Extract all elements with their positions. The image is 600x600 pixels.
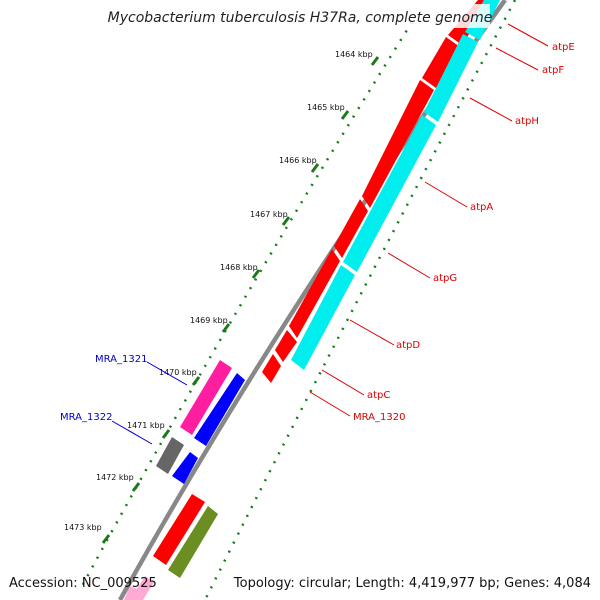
label-MRA_1320[interactable]: MRA_1320 xyxy=(353,412,405,423)
tick-label: 1464 kbp xyxy=(335,50,373,59)
tick-mark xyxy=(161,429,171,439)
label-atpG[interactable]: atpG xyxy=(433,273,457,284)
tick-mark xyxy=(191,376,201,386)
blue-leader-lines xyxy=(111,361,188,445)
tick-mark xyxy=(221,323,231,333)
major-ticks xyxy=(101,56,380,544)
tick-mark xyxy=(251,269,261,279)
gene-lower-red[interactable] xyxy=(153,494,205,565)
label-atpH[interactable]: atpH xyxy=(515,116,539,127)
gene-MRA_1322[interactable] xyxy=(156,437,184,474)
inner-tick-track xyxy=(203,0,517,600)
tick-label: 1468 kbp xyxy=(220,263,258,272)
map-title: Mycobacterium tuberculosis H37Ra, comple… xyxy=(108,10,493,26)
tick-label: 1472 kbp xyxy=(96,473,134,482)
gene-cyan-3[interactable] xyxy=(343,115,436,272)
red-leader-lines xyxy=(309,23,549,417)
tick-label: 1471 kbp xyxy=(127,421,165,430)
tick-mark xyxy=(310,163,320,173)
tick-label: 1469 kbp xyxy=(190,316,228,325)
label-atpA[interactable]: atpA xyxy=(470,202,493,213)
label-MRA_1322[interactable]: MRA_1322 xyxy=(60,412,112,423)
tick-label: 1465 kbp xyxy=(307,103,345,112)
tick-mark xyxy=(340,110,350,120)
gene-atpH[interactable] xyxy=(362,80,434,208)
gene-atpA[interactable] xyxy=(334,199,368,258)
gene-MRA_1322-blue[interactable] xyxy=(172,452,198,484)
tick-label: 1466 kbp xyxy=(279,156,317,165)
forward-strand-genes xyxy=(291,0,500,370)
gene-MRA_1321[interactable] xyxy=(180,360,232,435)
tick-labels: 1464 kbp 1465 kbp 1466 kbp 1467 kbp 1468… xyxy=(64,50,373,532)
gene-MRA_1321-blue[interactable] xyxy=(194,373,245,446)
label-atpD[interactable]: atpD xyxy=(396,340,420,351)
label-MRA_1321[interactable]: MRA_1321 xyxy=(95,354,147,365)
gene-lower-pink-2[interactable] xyxy=(124,586,140,600)
gene-atpD[interactable] xyxy=(275,330,297,362)
gene-atpC[interactable] xyxy=(262,354,281,383)
reverse-strand-genes xyxy=(262,0,491,383)
label-atpC[interactable]: atpC xyxy=(367,390,390,401)
genome-summary: Topology: circular; Length: 4,419,977 bp… xyxy=(233,576,591,591)
gene-lower-olive[interactable] xyxy=(168,506,218,578)
accession-text: Accession: NC_009525 xyxy=(9,576,157,591)
title-backing xyxy=(110,4,490,28)
label-atpE[interactable]: atpE xyxy=(552,42,575,53)
gene-cyan-4[interactable] xyxy=(291,265,355,370)
tick-mark xyxy=(370,56,380,66)
gene-cyan-2[interactable] xyxy=(424,34,478,122)
gene-atpG[interactable] xyxy=(289,249,340,338)
outer-tick-track xyxy=(78,21,414,591)
tick-mark xyxy=(101,534,111,544)
tick-label: 1473 kbp xyxy=(64,523,102,532)
tick-label: 1470 kbp xyxy=(159,368,197,377)
label-atpF[interactable]: atpF xyxy=(542,65,564,76)
tick-label: 1467 kbp xyxy=(250,210,288,219)
gene-atpF[interactable] xyxy=(422,37,460,88)
tick-mark xyxy=(281,216,291,226)
gene-labels: atpE atpF atpH atpA atpG atpD atpC MRA_1… xyxy=(60,42,575,423)
tick-mark xyxy=(131,482,141,492)
